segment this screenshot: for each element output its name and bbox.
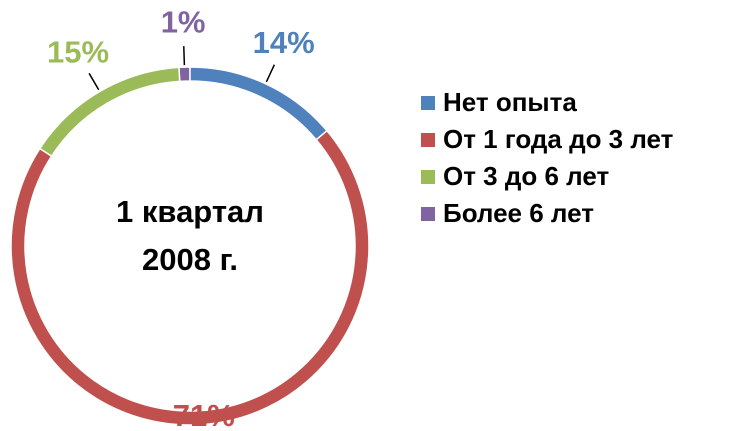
center-text: 1 квартал [116, 194, 264, 229]
donut-segment [38, 66, 181, 158]
legend-label: Нет опыта [443, 87, 577, 117]
legend-swatch [421, 133, 435, 147]
legend-swatch [421, 96, 435, 110]
data-label: 14% [253, 25, 315, 60]
center-text: 2008 г. [142, 242, 238, 277]
leader-line [88, 72, 100, 91]
legend-label: От 3 до 6 лет [443, 161, 609, 191]
leader-line [183, 46, 186, 66]
legend-label: Более 6 лет [443, 198, 594, 228]
donut-segment [189, 66, 328, 141]
data-label: 1% [161, 4, 206, 39]
data-label: 71% [173, 398, 235, 431]
data-label: 15% [47, 35, 109, 70]
donut-segment [10, 129, 370, 426]
legend-swatch [421, 207, 435, 221]
legend-label: От 1 года до 3 лет [443, 124, 674, 154]
donut-segment [178, 66, 191, 83]
leader-line [265, 64, 276, 83]
legend-swatch [421, 170, 435, 184]
